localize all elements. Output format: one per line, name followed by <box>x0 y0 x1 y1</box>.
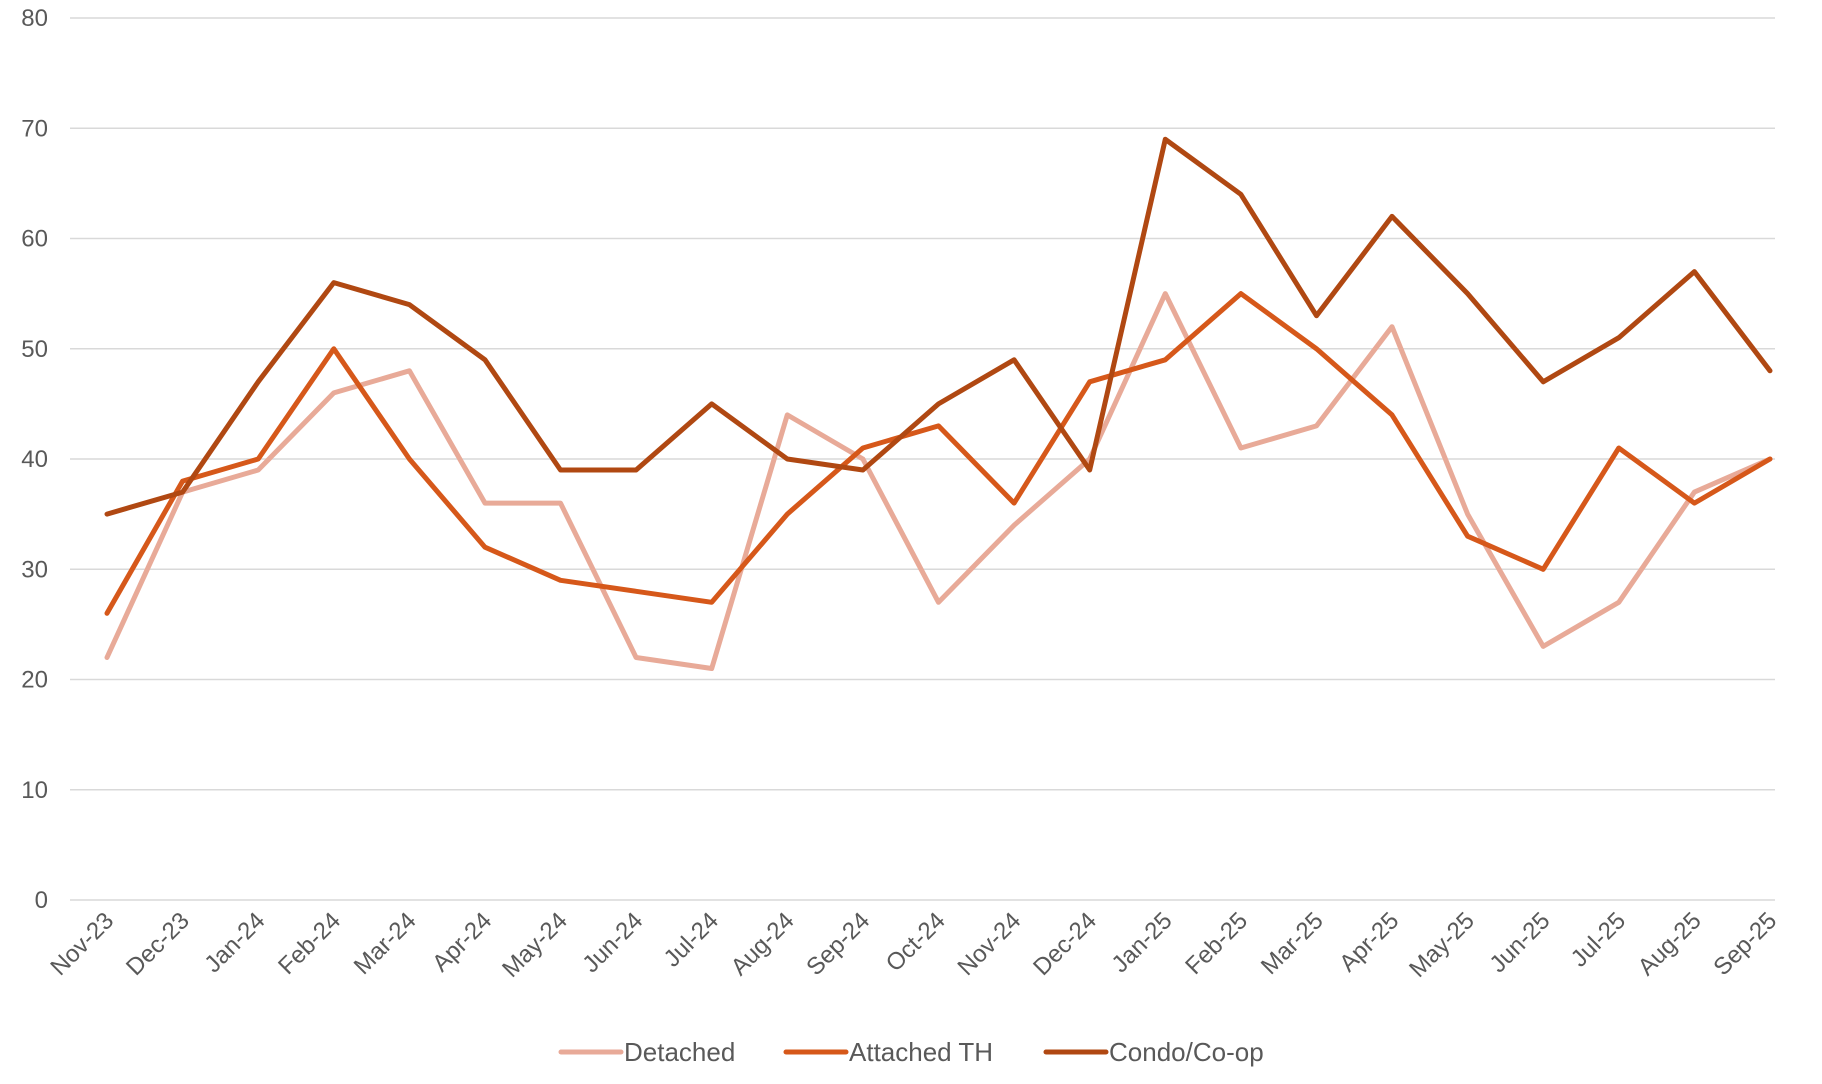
y-tick-label: 40 <box>21 446 48 473</box>
x-tick-label: May-24 <box>497 907 573 983</box>
y-tick-label: 30 <box>21 556 48 583</box>
y-tick-label: 60 <box>21 226 48 253</box>
x-tick-label: Feb-25 <box>1180 907 1253 980</box>
x-axis-ticks: Nov-23 Dec-23 Jan-24 Feb-24 Mar-24 Apr-24 May-… <box>45 907 1782 983</box>
x-tick-label: Aug-25 <box>1633 907 1707 981</box>
x-tick-label: Aug-24 <box>726 907 800 981</box>
series-lines <box>104 136 1773 671</box>
x-tick-label: Sep-24 <box>801 907 875 981</box>
y-tick-label: 80 <box>21 5 48 32</box>
legend: Detached Attached TH Condo/Co-op <box>558 1037 1264 1067</box>
x-tick-label: Apr-25 <box>1334 907 1404 977</box>
x-tick-label: Jan-24 <box>199 907 270 978</box>
legend-label: Detached <box>624 1037 735 1067</box>
y-tick-label: 50 <box>21 336 48 363</box>
x-tick-label: Jul-25 <box>1566 907 1631 972</box>
x-tick-label: Oct-24 <box>881 907 951 977</box>
x-tick-label: Feb-24 <box>273 907 346 980</box>
series-line-detached <box>104 291 1773 671</box>
y-tick-label: 0 <box>35 887 48 914</box>
x-tick-label: Nov-23 <box>45 907 119 981</box>
gridlines <box>70 17 1775 901</box>
x-tick-label: Dec-24 <box>1028 907 1102 981</box>
y-axis-ticks: 0 10 20 30 40 50 60 70 80 <box>21 5 48 914</box>
legend-label: Condo/Co-op <box>1109 1037 1264 1067</box>
y-tick-label: 10 <box>21 777 48 804</box>
legend-label: Attached TH <box>849 1037 993 1067</box>
x-tick-label: Jul-24 <box>659 907 724 972</box>
x-tick-label: Mar-24 <box>349 907 422 980</box>
x-tick-label: May-25 <box>1404 907 1480 983</box>
series-line-condo-co-op <box>104 136 1773 517</box>
x-tick-label: Jun-25 <box>1484 907 1555 978</box>
x-tick-label: Dec-23 <box>121 907 195 981</box>
x-tick-label: Jun-24 <box>577 907 648 978</box>
series-line-attached-th <box>104 291 1773 616</box>
y-tick-label: 20 <box>21 667 48 694</box>
x-tick-label: Mar-25 <box>1256 907 1329 980</box>
x-tick-label: Apr-24 <box>427 907 497 977</box>
x-tick-label: Nov-24 <box>953 907 1027 981</box>
x-tick-label: Sep-25 <box>1708 907 1782 981</box>
y-tick-label: 70 <box>21 115 48 142</box>
x-tick-label: Jan-25 <box>1107 907 1178 978</box>
